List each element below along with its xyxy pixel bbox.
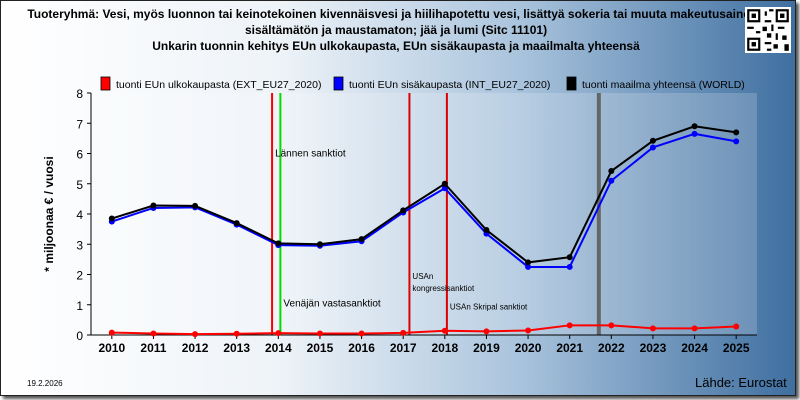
legend-swatch — [100, 76, 111, 91]
data-point — [608, 177, 615, 184]
data-point — [483, 328, 490, 335]
x-tick-label: 2024 — [681, 341, 708, 355]
data-point — [358, 236, 365, 243]
chart-title-line-2: sisältämätön ja maustamaton; jää ja lumi… — [244, 23, 548, 37]
data-point — [233, 220, 240, 227]
data-point — [316, 330, 323, 337]
event-label: USAn Skripal sanktiot — [450, 302, 528, 311]
data-point — [275, 330, 282, 337]
y-tick-label: 4 — [76, 208, 83, 222]
data-point — [649, 137, 656, 144]
data-point — [566, 254, 573, 261]
data-point — [691, 130, 698, 137]
data-point — [192, 331, 199, 338]
chart-title-line-1: Tuoteryhmä: Vesi, myös luonnon tai keino… — [27, 7, 765, 21]
legend-label: tuonti maailma yhteensä (WORLD) — [582, 79, 745, 91]
y-tick-label: 2 — [76, 269, 83, 283]
x-tick-label: 2014 — [265, 341, 292, 355]
x-tick-label: 2013 — [223, 341, 250, 355]
event-label: Lännen sanktiot — [275, 149, 346, 160]
y-tick-label: 5 — [76, 178, 83, 192]
y-tick-label: 6 — [76, 148, 83, 162]
data-point — [192, 202, 199, 209]
data-point — [691, 325, 698, 332]
data-point — [400, 329, 407, 336]
legend-swatch — [333, 76, 344, 91]
data-point — [733, 138, 740, 145]
data-point — [733, 129, 740, 136]
line-chart: tuonti EUn ulkokaupasta (EXT_EU27_2020) t… — [42, 76, 757, 355]
x-tick-label: 2017 — [390, 341, 417, 355]
x-tick-label: 2021 — [556, 341, 583, 355]
x-tick-label: 2012 — [182, 341, 209, 355]
series-line — [111, 324, 737, 336]
source-label: Lähde: Eurostat — [695, 375, 787, 390]
x-tick-label: 2020 — [515, 341, 542, 355]
date-label: 19.2.2026 — [27, 379, 63, 388]
data-point — [649, 325, 656, 332]
data-point — [525, 327, 532, 334]
series-line — [111, 132, 737, 268]
data-point — [608, 168, 615, 175]
data-point — [691, 123, 698, 130]
data-point — [316, 241, 323, 248]
x-tick-label: 2011 — [140, 341, 166, 355]
x-tick-label: 2018 — [431, 341, 458, 355]
x-tick-label: 2023 — [640, 341, 667, 355]
series-line — [111, 125, 737, 264]
data-point — [275, 240, 282, 247]
event-label: kongressisanktiot — [412, 284, 475, 293]
data-point — [441, 327, 448, 334]
y-tick-label: 1 — [76, 299, 83, 313]
data-point — [525, 259, 532, 266]
data-point — [108, 329, 115, 336]
data-point — [400, 207, 407, 214]
data-point — [649, 144, 656, 151]
data-point — [233, 330, 240, 337]
data-point — [441, 180, 448, 187]
qr-code-icon — [745, 7, 791, 53]
y-tick-label: 0 — [76, 329, 83, 343]
y-tick-label: 8 — [76, 87, 83, 101]
data-point — [566, 322, 573, 329]
x-tick-label: 2016 — [348, 341, 375, 355]
data-point — [566, 263, 573, 270]
x-tick-label: 2015 — [307, 341, 334, 355]
x-tick-label: 2019 — [473, 341, 500, 355]
data-point — [483, 227, 490, 234]
y-tick-label: 7 — [76, 117, 83, 131]
data-point — [733, 323, 740, 330]
event-label: Venäjän vastasanktiot — [283, 298, 381, 309]
data-point — [608, 322, 615, 329]
x-tick-label: 2022 — [598, 341, 625, 355]
data-point — [150, 202, 157, 209]
data-point — [358, 330, 365, 337]
legend-label: tuonti EUn sisäkaupasta (INT_EU27_2020) — [349, 79, 550, 91]
data-point — [108, 215, 115, 222]
x-tick-label: 2010 — [98, 341, 125, 355]
legend-label: tuonti EUn ulkokaupasta (EXT_EU27_2020) — [116, 79, 321, 91]
chart-title-line-3: Unkarin tuonnin kehitys EUn ulkokaupasta… — [152, 39, 640, 53]
data-point — [525, 263, 532, 270]
plot-area — [91, 93, 757, 335]
y-tick-label: 3 — [76, 238, 83, 252]
event-label: USAn — [412, 272, 433, 281]
data-point — [150, 330, 157, 337]
legend-swatch — [566, 76, 577, 91]
y-axis-label: * miljoonaa € / vuosi — [42, 156, 56, 271]
x-tick-label: 2025 — [723, 341, 750, 355]
